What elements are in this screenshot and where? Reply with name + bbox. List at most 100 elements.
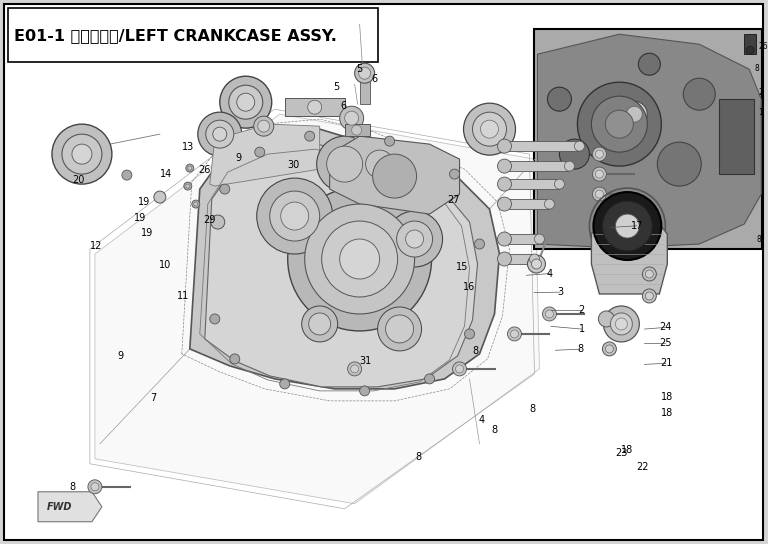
Text: 8: 8: [577, 344, 583, 354]
Circle shape: [305, 131, 315, 141]
Circle shape: [595, 170, 604, 178]
Text: 18: 18: [661, 409, 674, 418]
Text: 18: 18: [661, 392, 674, 402]
Circle shape: [595, 150, 604, 158]
Circle shape: [194, 202, 198, 206]
Circle shape: [592, 147, 607, 161]
Circle shape: [657, 142, 701, 186]
Circle shape: [602, 201, 652, 251]
Circle shape: [316, 136, 372, 192]
Circle shape: [598, 217, 621, 241]
Circle shape: [188, 166, 192, 170]
Circle shape: [542, 307, 557, 321]
Text: 22: 22: [637, 461, 649, 472]
Circle shape: [358, 142, 402, 186]
Text: 23: 23: [615, 448, 627, 458]
Text: 9: 9: [118, 351, 124, 361]
Circle shape: [475, 239, 485, 249]
Circle shape: [378, 307, 422, 351]
Circle shape: [598, 311, 614, 327]
Circle shape: [359, 386, 369, 396]
Circle shape: [455, 365, 464, 373]
Circle shape: [359, 67, 371, 79]
Circle shape: [198, 112, 242, 156]
Circle shape: [684, 78, 715, 110]
Polygon shape: [329, 136, 459, 214]
Bar: [505, 199, 549, 209]
Circle shape: [322, 221, 398, 297]
Circle shape: [578, 82, 661, 166]
Circle shape: [348, 362, 362, 376]
Text: 20: 20: [72, 175, 84, 184]
Text: 15: 15: [455, 262, 468, 271]
Circle shape: [591, 96, 647, 152]
Circle shape: [464, 103, 515, 155]
Bar: [535, 29, 762, 249]
Circle shape: [366, 150, 394, 178]
Circle shape: [554, 179, 564, 189]
Circle shape: [449, 169, 459, 179]
Circle shape: [257, 178, 333, 254]
Circle shape: [281, 202, 309, 230]
Text: 18: 18: [621, 445, 633, 455]
Circle shape: [210, 314, 220, 324]
Circle shape: [604, 306, 639, 342]
Circle shape: [255, 147, 265, 157]
Bar: [8, 8, 378, 62]
Circle shape: [210, 215, 225, 229]
Circle shape: [326, 146, 362, 182]
Circle shape: [386, 211, 442, 267]
Circle shape: [88, 480, 102, 494]
Circle shape: [220, 76, 272, 128]
Circle shape: [642, 267, 657, 281]
Circle shape: [280, 379, 290, 389]
Circle shape: [425, 374, 435, 384]
Circle shape: [351, 365, 359, 373]
Circle shape: [237, 93, 255, 111]
Circle shape: [52, 124, 112, 184]
Circle shape: [498, 197, 511, 211]
Circle shape: [498, 139, 511, 153]
Text: 16: 16: [463, 282, 475, 292]
Circle shape: [564, 161, 574, 171]
Text: 8: 8: [70, 481, 76, 492]
Text: 1: 1: [758, 108, 763, 116]
Text: 4: 4: [478, 415, 485, 425]
Circle shape: [592, 187, 607, 201]
Circle shape: [154, 191, 166, 203]
Circle shape: [627, 106, 642, 122]
Circle shape: [345, 111, 359, 125]
Circle shape: [725, 130, 753, 158]
Circle shape: [605, 110, 634, 138]
Polygon shape: [210, 124, 319, 186]
Text: 11: 11: [177, 292, 189, 301]
Circle shape: [72, 144, 92, 164]
Circle shape: [452, 362, 466, 376]
Circle shape: [508, 327, 521, 341]
Circle shape: [615, 318, 627, 330]
Text: 8: 8: [415, 452, 422, 462]
Circle shape: [611, 313, 632, 335]
Circle shape: [352, 125, 362, 135]
Text: 19: 19: [138, 197, 151, 207]
Circle shape: [535, 234, 545, 244]
Circle shape: [122, 170, 132, 180]
Text: FWD: FWD: [47, 502, 73, 512]
Bar: [505, 179, 559, 189]
Circle shape: [605, 345, 614, 353]
Polygon shape: [38, 492, 102, 522]
Polygon shape: [591, 224, 667, 294]
Circle shape: [465, 329, 475, 339]
Circle shape: [253, 116, 273, 136]
Circle shape: [220, 184, 230, 194]
Text: 8: 8: [472, 346, 478, 356]
Circle shape: [545, 199, 554, 209]
Circle shape: [339, 106, 363, 130]
Circle shape: [339, 239, 379, 279]
Text: 29: 29: [204, 215, 216, 225]
Circle shape: [355, 63, 375, 83]
Circle shape: [602, 342, 617, 356]
Bar: [744, 34, 756, 54]
Text: 3: 3: [557, 287, 563, 297]
Circle shape: [645, 292, 654, 300]
